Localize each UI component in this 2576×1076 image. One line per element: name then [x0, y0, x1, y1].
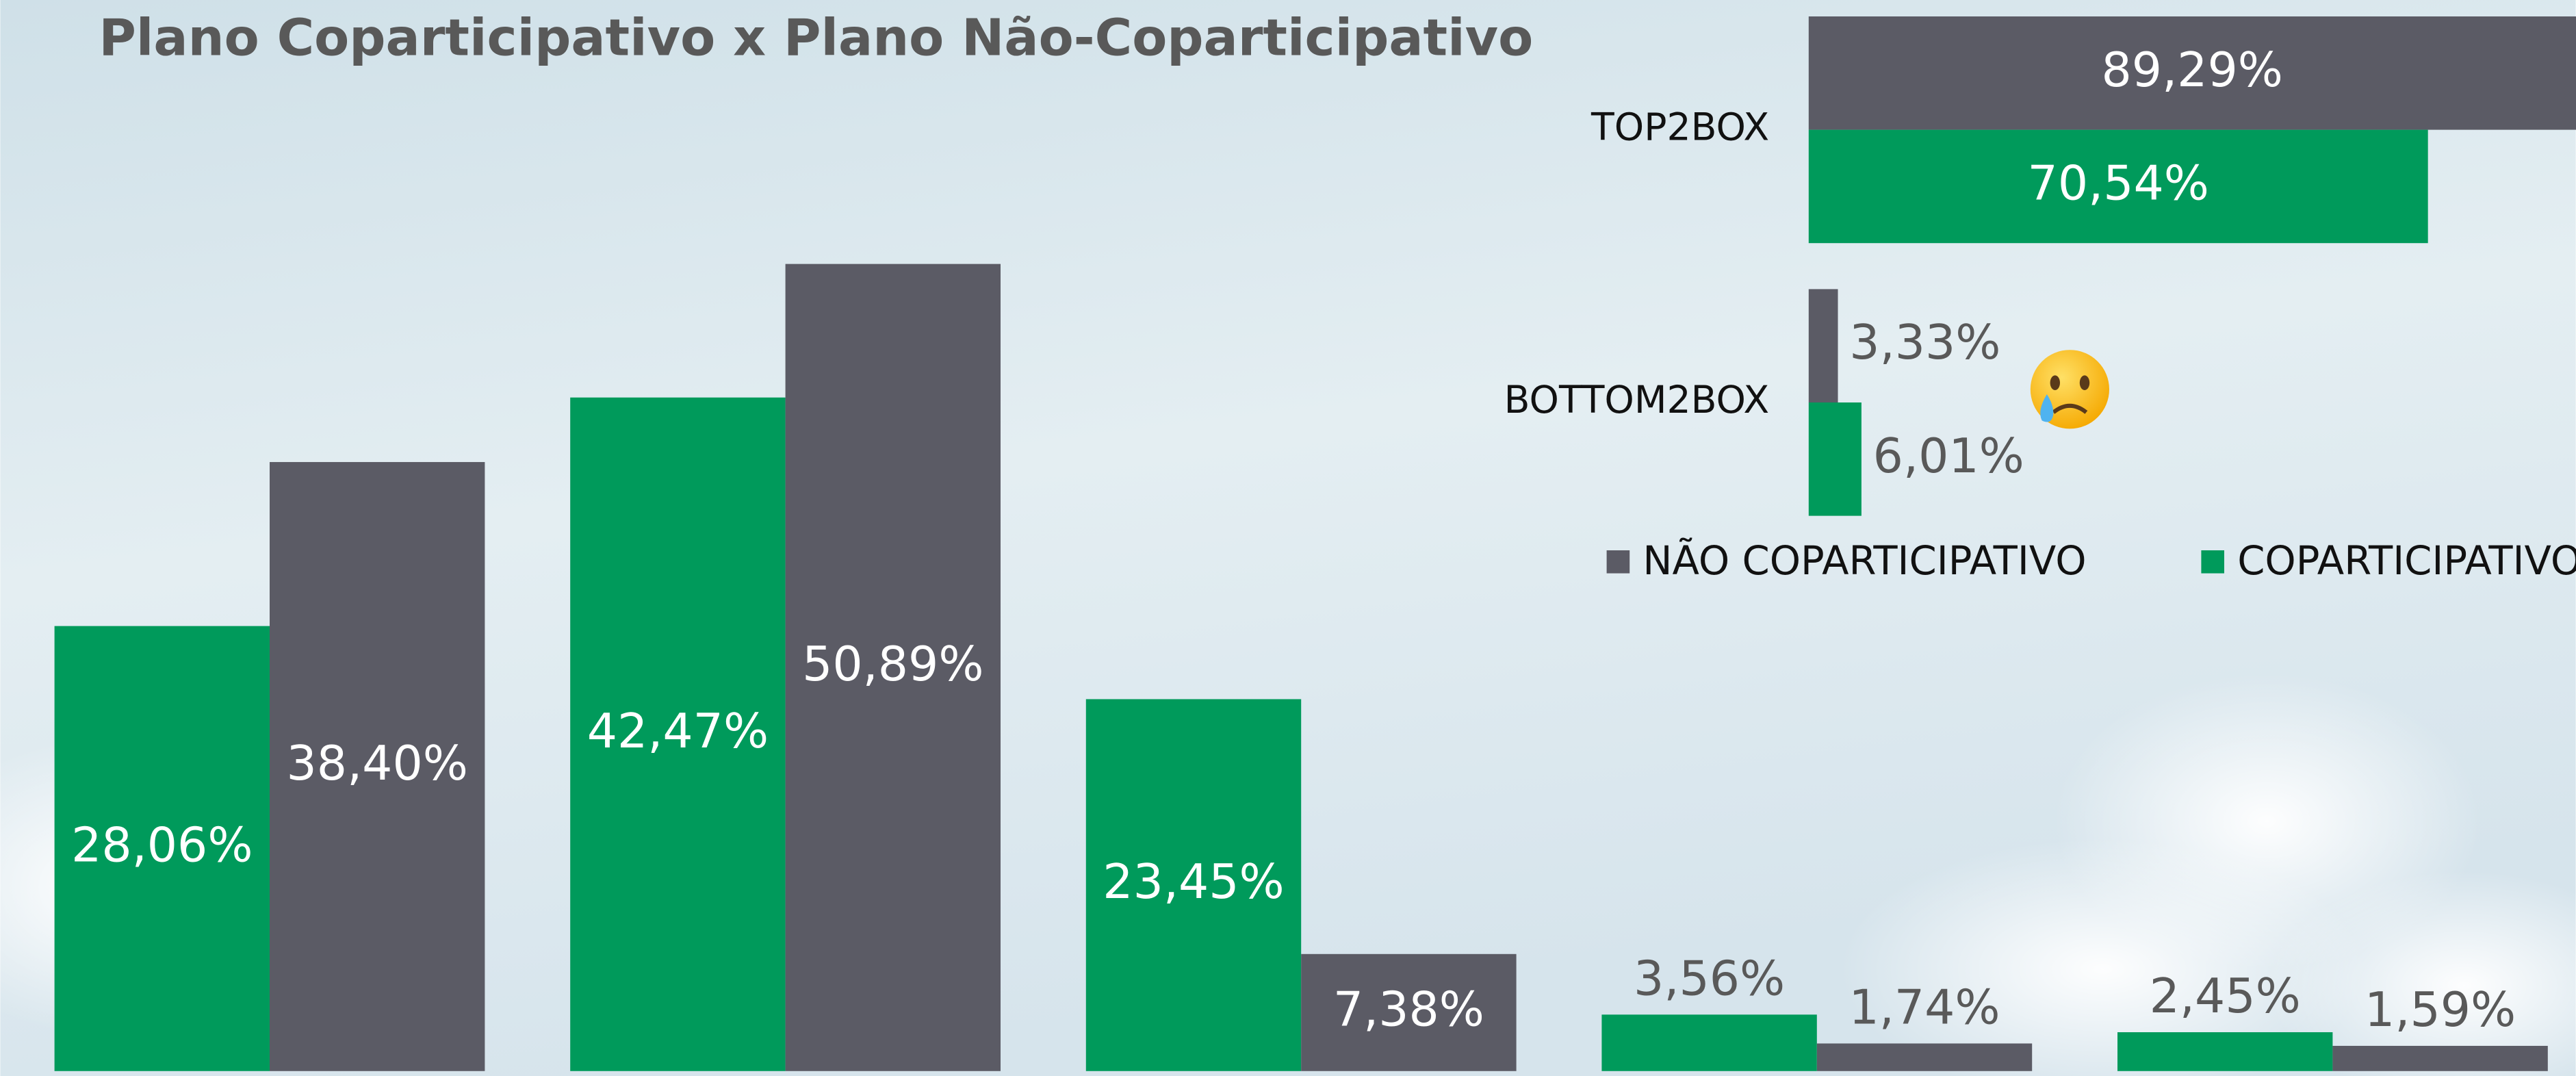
- data-label: 28,06%: [71, 818, 253, 873]
- cloud: [2267, 871, 2576, 1076]
- cloud: [1840, 838, 2366, 1076]
- data-label: 7,38%: [1333, 982, 1484, 1037]
- data-label: 23,45%: [1103, 854, 1284, 910]
- bar: [2117, 1032, 2333, 1071]
- bar: [1816, 1043, 2033, 1071]
- data-label: 38,40%: [287, 736, 468, 791]
- bar: [1808, 289, 1838, 402]
- category-label: TOP2BOX: [1590, 106, 1769, 150]
- data-label: 42,47%: [587, 704, 769, 759]
- bar: [1301, 953, 1517, 1071]
- bar: [570, 397, 786, 1071]
- bar: [1601, 1014, 1817, 1071]
- legend-swatch: [2201, 550, 2224, 574]
- category-label: BOTTOM2BOX: [1504, 379, 1770, 422]
- legend-label: COPARTICIPATIVO: [2237, 538, 2576, 584]
- data-label: 70,54%: [2028, 155, 2209, 211]
- bar: [785, 264, 1001, 1071]
- data-label: 3,33%: [1849, 315, 2000, 370]
- emoji: [2030, 350, 2109, 429]
- bar: [1808, 402, 1862, 516]
- bar: [2332, 1045, 2548, 1071]
- data-label: 6,01%: [1873, 428, 2024, 484]
- bar: [270, 462, 485, 1071]
- chart-title: Plano Coparticipativo x Plano Não-Copart…: [99, 8, 1533, 68]
- bar: [54, 626, 270, 1071]
- data-label: 50,89%: [802, 637, 983, 692]
- data-label: 1,74%: [1849, 980, 2000, 1036]
- data-label: 89,29%: [2102, 42, 2283, 98]
- data-label: 2,45%: [2150, 969, 2301, 1024]
- bar: [1085, 699, 1302, 1071]
- legend-label: NÃO COPARTICIPATIVO: [1643, 538, 2086, 584]
- legend-swatch: [1606, 550, 1630, 574]
- bar: [1808, 16, 2576, 130]
- data-label: 1,59%: [2365, 982, 2516, 1038]
- bar: [1808, 129, 2428, 244]
- data-label: 3,56%: [1634, 951, 1785, 1006]
